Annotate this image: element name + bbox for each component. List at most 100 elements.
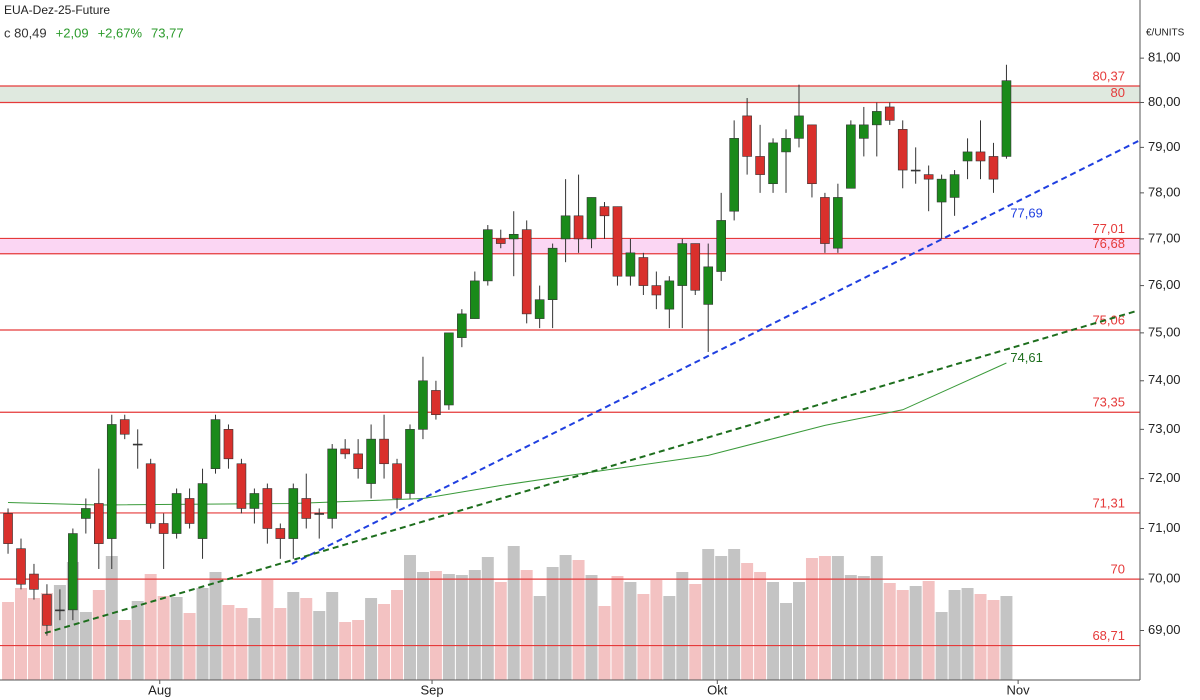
candle-body — [599, 206, 610, 217]
x-tick-label: Sep — [420, 682, 443, 697]
volume-bar — [105, 556, 118, 680]
volume-bar — [455, 575, 468, 680]
volume-bar — [118, 620, 131, 680]
level-label: 77,01 — [1092, 221, 1125, 236]
level-label: 80,37 — [1092, 68, 1125, 83]
candle-body — [42, 594, 52, 626]
volume-bar — [883, 583, 896, 680]
candle-body — [975, 151, 986, 162]
candle-body — [871, 111, 882, 126]
candle-body — [171, 493, 182, 534]
trendline-label: 77,69 — [1010, 206, 1043, 221]
candle-body — [392, 463, 402, 499]
candle-body — [910, 169, 921, 172]
volume-bar — [261, 580, 274, 680]
candle-body — [55, 609, 65, 612]
volume-bar — [235, 608, 248, 680]
y-tick-label: 70,00 — [1148, 571, 1181, 586]
volume-bar — [598, 606, 611, 680]
candle-body — [859, 124, 869, 139]
moving-average — [7, 362, 1007, 506]
volume-bar — [585, 575, 598, 680]
y-tick-label: 71,00 — [1148, 520, 1181, 535]
trendline — [291, 139, 1141, 565]
quote-value: +2,09 — [56, 25, 89, 40]
candle-body — [936, 178, 947, 203]
candle-body — [716, 220, 726, 272]
candle-body — [897, 129, 908, 171]
volume-bar — [559, 555, 572, 680]
volume-bar — [520, 570, 533, 680]
volume-bar — [53, 585, 66, 680]
volume-bar — [196, 588, 209, 680]
volume-bar — [611, 576, 624, 680]
volume-bar — [494, 582, 507, 680]
volume-bar — [326, 592, 339, 680]
volume-bar — [481, 557, 494, 680]
volume-bar — [676, 572, 689, 680]
level-label: 80 — [1111, 85, 1125, 100]
volume-bar — [157, 596, 170, 680]
volume-bar — [831, 556, 844, 680]
volume-bar — [546, 567, 559, 680]
level-band — [0, 238, 1140, 254]
candle-body — [1001, 80, 1012, 157]
volume-bar — [352, 620, 365, 680]
quote-value: c 80,49 — [4, 25, 47, 40]
candle-body — [612, 206, 623, 277]
candle-body — [106, 424, 117, 539]
volume-bar — [728, 549, 741, 680]
candle-body — [495, 238, 506, 244]
candle-body — [949, 174, 960, 198]
volume-bar — [378, 604, 391, 680]
volume-bar — [131, 601, 144, 680]
volume-bar — [922, 581, 935, 680]
y-tick-label: 80,00 — [1148, 94, 1181, 109]
volume-bar — [896, 590, 909, 680]
volume-bar — [857, 576, 870, 680]
candle-body — [379, 438, 389, 465]
candle-body — [431, 390, 441, 416]
volume-bar — [404, 555, 416, 680]
candle-body — [703, 266, 714, 305]
candle-body — [586, 197, 597, 240]
candle-body — [923, 174, 934, 180]
candle-body — [275, 528, 286, 539]
level-label: 73,35 — [1092, 395, 1125, 410]
candle-body — [470, 280, 480, 319]
candle-body — [236, 463, 247, 509]
volume-bar — [715, 556, 728, 680]
candle-body — [197, 483, 208, 539]
volume-bar — [92, 590, 105, 680]
y-tick-label: 72,00 — [1148, 470, 1181, 485]
candle-body — [353, 453, 363, 469]
candle-body — [184, 498, 195, 524]
volume-bar — [754, 572, 767, 680]
candle-body — [210, 419, 221, 469]
candle-body — [521, 229, 532, 315]
volume-bar — [767, 582, 780, 680]
candle-body — [29, 573, 39, 590]
candle-body — [158, 523, 169, 534]
candle-body — [81, 508, 91, 519]
y-tick-label: 81,00 — [1148, 50, 1181, 65]
candle-body — [405, 429, 415, 494]
volume-bar — [209, 572, 222, 680]
candle-body — [547, 247, 558, 301]
volume-bar — [805, 558, 818, 680]
candle-body — [988, 156, 999, 180]
volume-bar — [987, 600, 1000, 680]
level-label: 68,71 — [1092, 628, 1125, 643]
volume-bar — [183, 613, 196, 680]
volume-bar — [27, 598, 40, 680]
volume-bar — [780, 603, 793, 680]
volume-bar — [741, 563, 754, 680]
volume-bar — [416, 572, 429, 680]
y-tick-label: 77,00 — [1148, 230, 1181, 245]
chart-title: EUA-Dez-25-Future — [4, 3, 110, 17]
volume-bar — [650, 580, 663, 680]
x-tick-label: Okt — [707, 682, 728, 697]
volume-bar — [507, 546, 520, 680]
volume-bar — [300, 598, 313, 680]
y-tick-label: 78,00 — [1148, 184, 1181, 199]
